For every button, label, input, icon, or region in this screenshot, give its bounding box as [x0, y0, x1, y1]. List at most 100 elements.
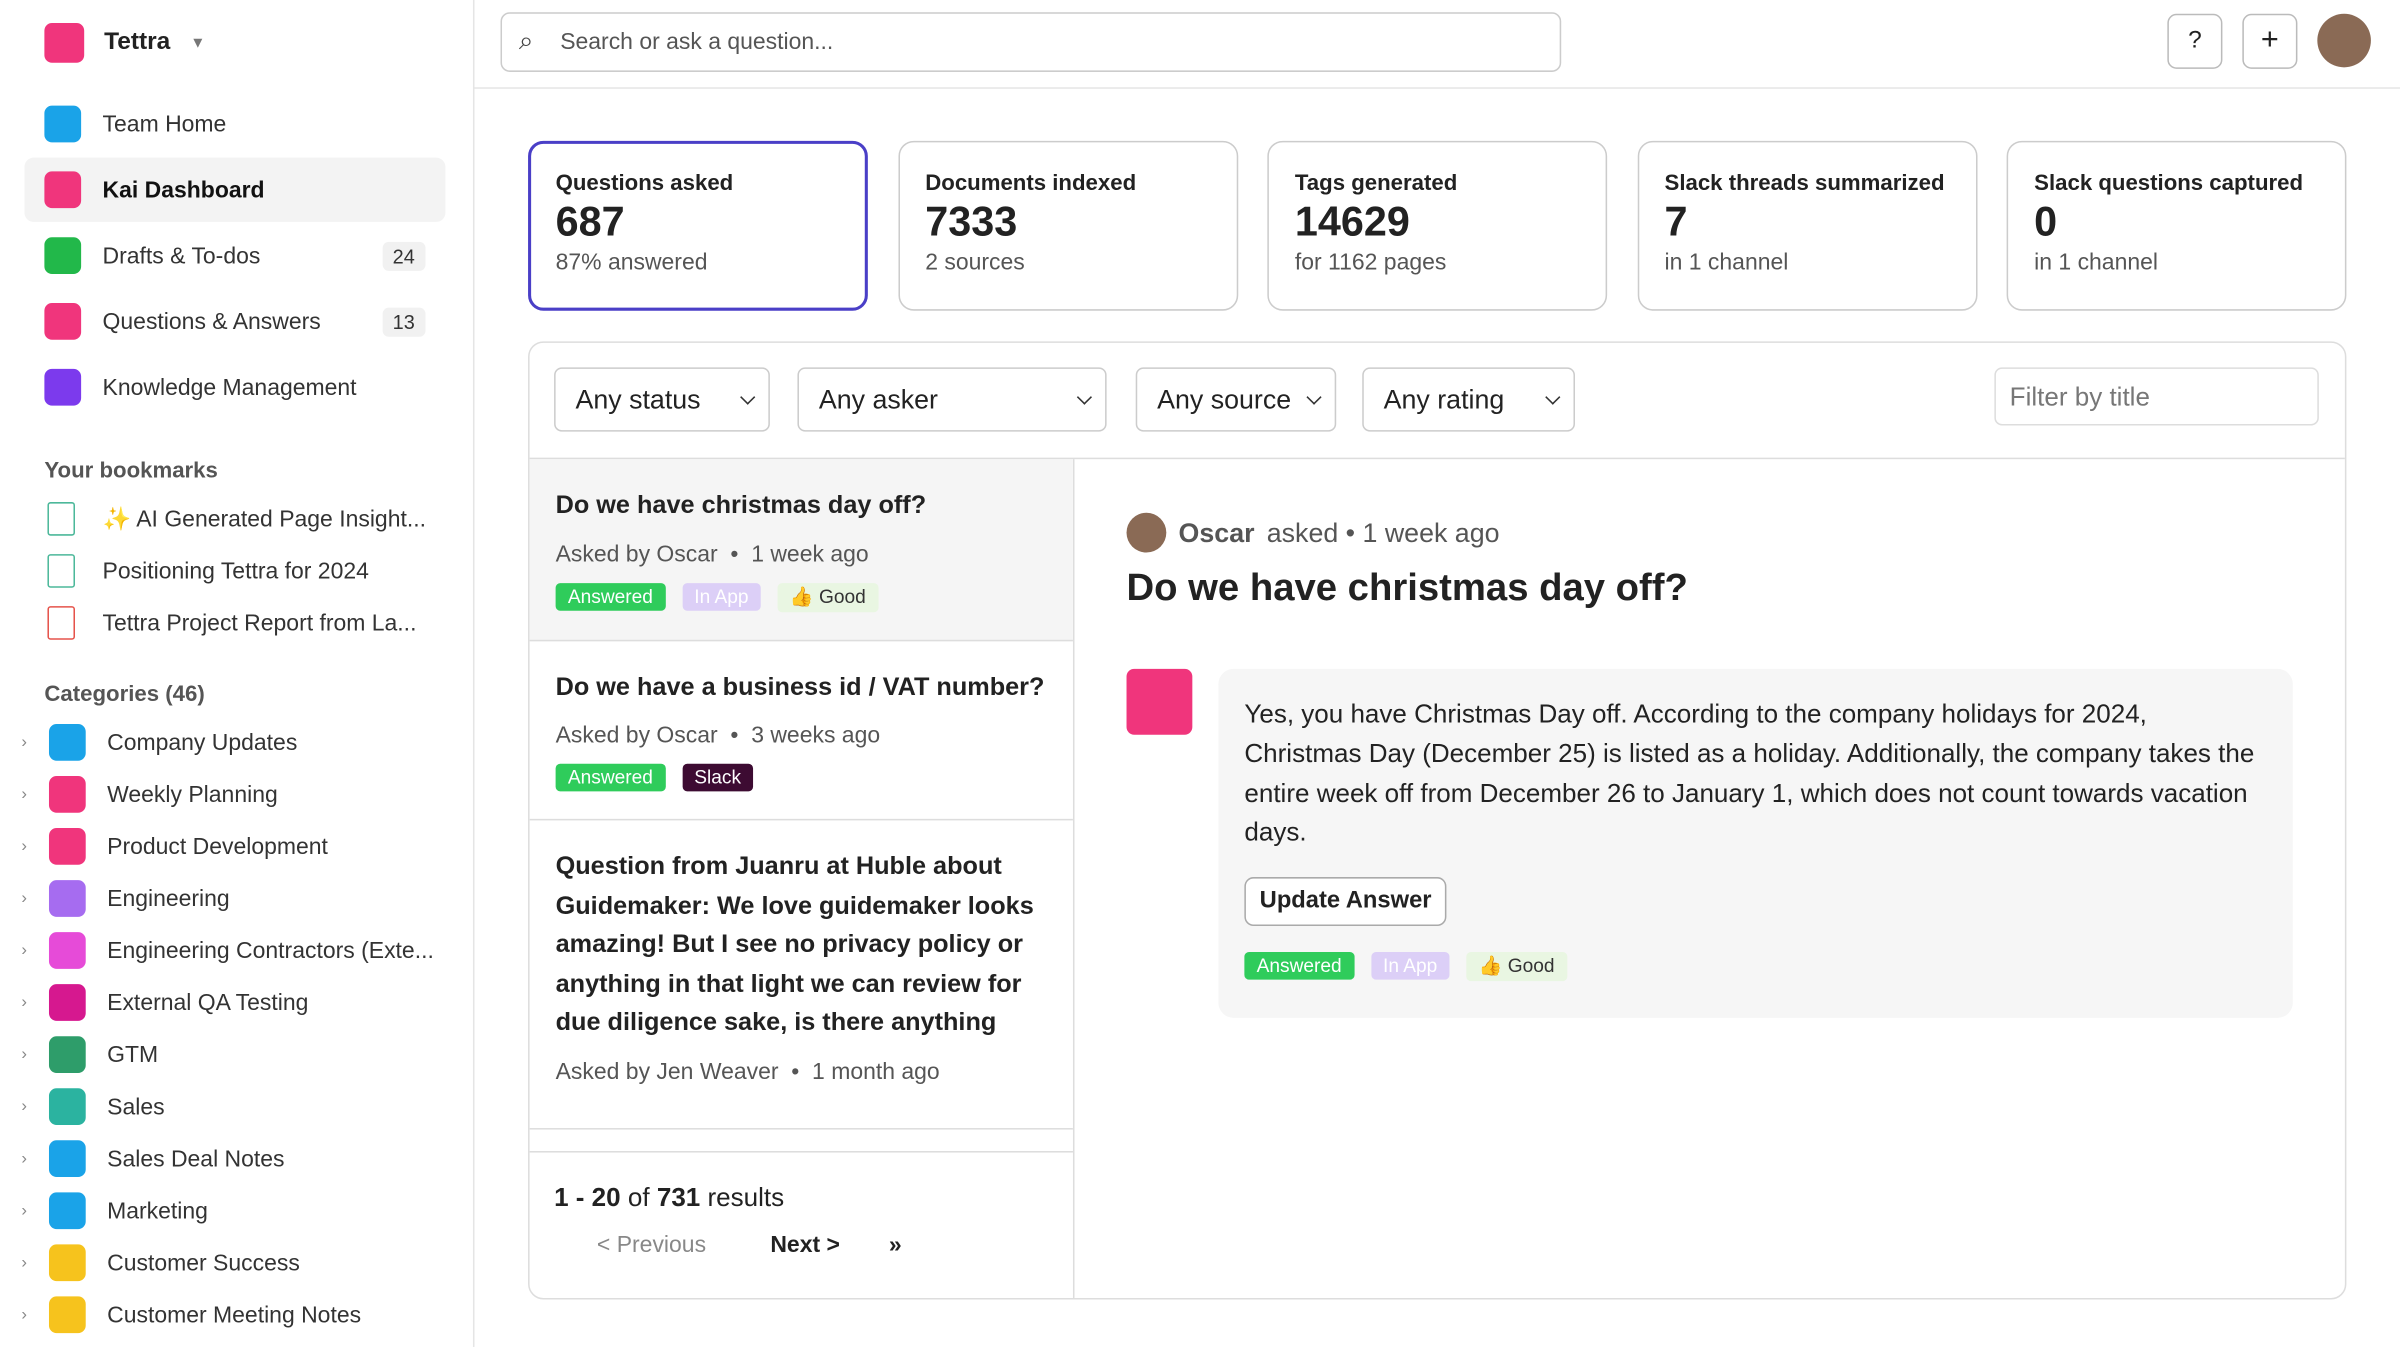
stat-card[interactable]: Tags generated 14629 for 1162 pages [1267, 140, 1608, 311]
category[interactable]: › Company Updates [0, 716, 459, 768]
tag: Answered [1244, 952, 1354, 980]
category[interactable]: › External QA Testing [0, 977, 459, 1029]
question-item[interactable]: Question from Juanru at Huble about Guid… [529, 820, 1073, 1129]
bookmark[interactable]: Tettra Project Report from La... [0, 597, 459, 649]
stat-card[interactable]: Questions asked 687 87% answered [528, 140, 868, 311]
add-button[interactable]: + [2242, 13, 2298, 69]
category[interactable]: › Customer Success [0, 1237, 459, 1289]
filter-select[interactable]: Any asker [797, 367, 1107, 432]
nav-icon [44, 368, 82, 406]
update-button[interactable]: Update Answer [1244, 877, 1447, 927]
stat-value: 14629 [1294, 198, 1410, 245]
nav-icon [44, 237, 82, 274]
bookmark-label: Positioning Tettra for 2024 [102, 557, 369, 584]
nav-label: Drafts & To-dos [102, 242, 261, 269]
bookmark-label: ✨ AI Generated Page Insight... [102, 506, 426, 533]
category-label: Engineering Contractors (Exte... [107, 937, 434, 964]
prev-button[interactable]: < Previous [596, 1232, 707, 1259]
workspace-name: Tettra [104, 29, 171, 56]
nav-item[interactable]: Questions & Answers 13 [24, 289, 445, 353]
stat-label: Slack questions captured [2034, 171, 2304, 196]
nav-count: 24 [381, 241, 426, 271]
stat-label: Tags generated [1294, 171, 1458, 196]
last-button[interactable]: » [888, 1232, 902, 1259]
chevron: › [21, 1097, 28, 1116]
category[interactable]: › GTM [0, 1029, 459, 1081]
nav-item[interactable]: Team Home [24, 92, 445, 156]
divider [1072, 459, 1075, 1298]
stat-card[interactable]: Slack threads summarized 7 in 1 channel [1636, 140, 1977, 311]
chevron: › [21, 993, 28, 1012]
stat-label: Slack threads summarized [1664, 171, 1945, 196]
workspace[interactable]: Tettra ▼ [44, 22, 205, 63]
chevron: › [21, 837, 28, 856]
stat-label: Questions asked [555, 171, 734, 196]
category[interactable]: › Engineering Contractors (Exte... [0, 924, 459, 976]
chevron: › [21, 1201, 28, 1220]
filter-select[interactable]: Any rating [1362, 367, 1575, 432]
chevron: › [21, 889, 28, 908]
category-label: Company Updates [107, 729, 298, 756]
question-title: Do we have christmas day off? [555, 491, 927, 519]
category[interactable]: › Product Development [0, 820, 459, 872]
tag: 👍 Good [777, 582, 879, 612]
title-filter[interactable]: Filter by title [1994, 367, 2319, 426]
doc-icon [47, 554, 75, 588]
filter-select[interactable]: Any status [554, 367, 770, 432]
nav-item[interactable]: Kai Dashboard [24, 157, 446, 222]
page-total: 731 [656, 1183, 701, 1213]
stat-card[interactable]: Slack questions captured 0 in 1 channel [2006, 140, 2347, 311]
category[interactable]: › Engineering [0, 872, 459, 924]
pagination: 1 - 20 of 731 results < Previous Next > » [529, 1151, 1073, 1289]
stat-card[interactable]: Documents indexed 7333 2 sources [897, 140, 1238, 311]
category-label: Weekly Planning [107, 781, 278, 808]
stat-value: 687 [555, 198, 625, 245]
search[interactable]: ⌕ Search or ask a question... [500, 12, 1562, 72]
page-of: of [627, 1183, 650, 1213]
stat-sub: in 1 channel [2034, 249, 2159, 276]
bot-icon [1126, 668, 1193, 735]
category[interactable]: › Sales Deal Notes [0, 1133, 459, 1185]
topbar [472, 0, 2400, 89]
bookmark[interactable]: ✨ AI Generated Page Insight... [0, 493, 459, 545]
category-icon [48, 1192, 86, 1230]
filter-select[interactable]: Any source [1135, 367, 1337, 432]
category-icon [48, 984, 86, 1021]
nav-item[interactable]: Drafts & To-dos 24 [24, 223, 445, 287]
stat-sub: in 1 channel [1664, 249, 1789, 276]
chevron: › [21, 1045, 28, 1064]
page-range: 1 - 20 [554, 1183, 621, 1213]
bookmark[interactable]: Positioning Tettra for 2024 [0, 545, 459, 597]
nav-label: Questions & Answers [102, 308, 321, 335]
question-title: Question from Juanru at Huble about Guid… [555, 852, 1034, 1037]
nav-count: 13 [381, 306, 426, 336]
category-icon [48, 932, 86, 969]
asked-time: asked • 1 week ago [1266, 516, 1500, 548]
nav: Team Home Kai Dashboard Drafts & To-dos 24 Q… [24, 92, 446, 421]
help-button[interactable]: ? [2167, 13, 2223, 69]
tag: Slack [682, 763, 754, 792]
stat-sub: for 1162 pages [1294, 249, 1447, 276]
nav-item[interactable]: Knowledge Management [24, 355, 445, 419]
stat-label: Documents indexed [925, 171, 1137, 196]
next-button[interactable]: Next > [770, 1232, 840, 1259]
avatar[interactable] [2317, 13, 2371, 68]
page-results: results [707, 1183, 785, 1213]
category[interactable]: › Marketing [0, 1185, 459, 1237]
tag: In App [1370, 952, 1450, 980]
category[interactable]: › Customer Meeting Notes [0, 1289, 459, 1341]
bookmarks: Your bookmarks ✨ AI Generated Page Insigh… [0, 432, 459, 649]
question-item[interactable]: Do we have christmas day off? Asked by Os… [529, 459, 1073, 641]
answer-box: Yes, you have Christmas Day off. Accordi… [1218, 668, 2293, 1018]
category[interactable]: › Weekly Planning [0, 768, 459, 820]
tags: Answered In App 👍 Good [555, 582, 1047, 612]
chevron: › [21, 941, 28, 960]
category[interactable]: › Sales [0, 1081, 459, 1133]
sidebar: Tettra ▼ Team Home Kai Dashboard Drafts & T… [0, 0, 475, 1347]
category-label: Product Development [107, 833, 328, 860]
answer-text: Yes, you have Christmas Day off. Accordi… [1244, 699, 2255, 848]
section-title: Categories (46) [44, 682, 205, 708]
question-item[interactable]: Do we have a business id / VAT number? As… [529, 641, 1073, 821]
category-icon [48, 1140, 86, 1178]
section-title: Your bookmarks [44, 459, 218, 484]
